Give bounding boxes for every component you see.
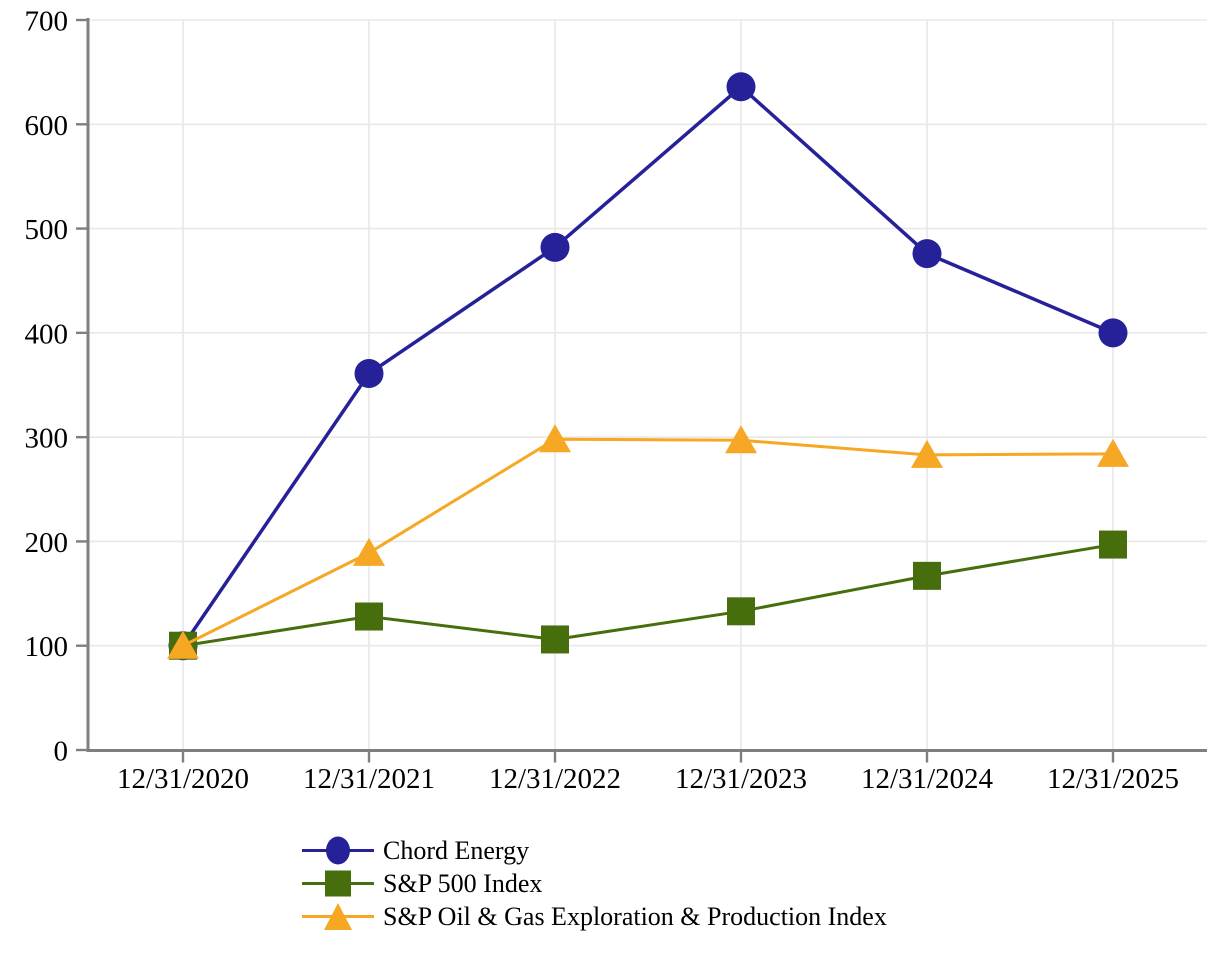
circle-marker	[912, 239, 942, 269]
circle-marker	[540, 232, 570, 262]
triangle-marker	[911, 439, 943, 468]
triangle-marker	[1097, 438, 1129, 467]
circle-marker	[354, 359, 384, 389]
legend-square	[325, 870, 351, 897]
circle-marker	[1098, 318, 1128, 348]
series-square	[169, 530, 1127, 660]
gridlines	[89, 19, 1207, 750]
legend-label: Chord Energy	[383, 836, 530, 865]
axes	[76, 18, 1207, 763]
series-line	[182, 543, 1114, 648]
legend-triangle	[324, 903, 352, 930]
square-marker	[727, 597, 755, 626]
chart-legend: Chord Energy S&P 500 Index S&P Oil & Gas E…	[302, 834, 1226, 933]
series-line	[182, 437, 1114, 648]
x-tick-label: 12/31/2025	[1047, 763, 1179, 795]
series-line	[181, 84, 1114, 647]
x-tick-label: 12/31/2024	[861, 763, 994, 795]
axis-tick-labels: 0 100 200 300 400 500 600 700 12/31/2020 12/31/20…	[25, 6, 1180, 796]
square-marker	[913, 561, 941, 590]
y-tick-label: 300	[25, 423, 69, 455]
y-tick-label: 600	[25, 110, 69, 142]
legend-label: S&P Oil & Gas Exploration & Production I…	[383, 902, 887, 931]
y-tick-label: 0	[54, 736, 69, 768]
y-tick-label: 100	[25, 631, 69, 663]
x-tick-label: 12/31/2022	[489, 763, 621, 795]
y-tick-label: 700	[25, 6, 69, 38]
legend-circle	[326, 836, 350, 865]
square-marker	[1099, 530, 1127, 559]
square-marker	[541, 625, 569, 654]
data-series	[167, 72, 1129, 661]
x-tick-label: 12/31/2021	[303, 763, 435, 795]
triangle-marker	[725, 425, 757, 454]
triangle-marker	[539, 424, 571, 453]
legend-item: Chord Energy	[302, 834, 1226, 867]
legend-item: S&P Oil & Gas Exploration & Production I…	[302, 900, 1226, 933]
y-tick-label: 400	[25, 318, 69, 350]
legend-square-icon	[302, 870, 374, 897]
legend-label: S&P 500 Index	[383, 869, 543, 898]
series-triangle	[167, 424, 1129, 659]
legend-item: S&P 500 Index	[302, 867, 1226, 900]
triangle-marker	[353, 537, 385, 566]
y-tick-label: 500	[25, 214, 69, 246]
total-return-line-chart: 0 100 200 300 400 500 600 700 12/31/2020 12/31/20…	[25, 6, 1207, 796]
x-tick-label: 12/31/2020	[117, 763, 249, 795]
square-marker	[355, 602, 383, 631]
series-circle	[168, 72, 1128, 661]
circle-marker	[726, 72, 756, 102]
x-tick-label: 12/31/2023	[675, 763, 807, 795]
legend-circle-icon	[302, 836, 374, 865]
y-tick-label: 200	[25, 527, 69, 559]
legend-triangle-icon	[302, 903, 374, 930]
triangle-marker	[167, 630, 199, 659]
